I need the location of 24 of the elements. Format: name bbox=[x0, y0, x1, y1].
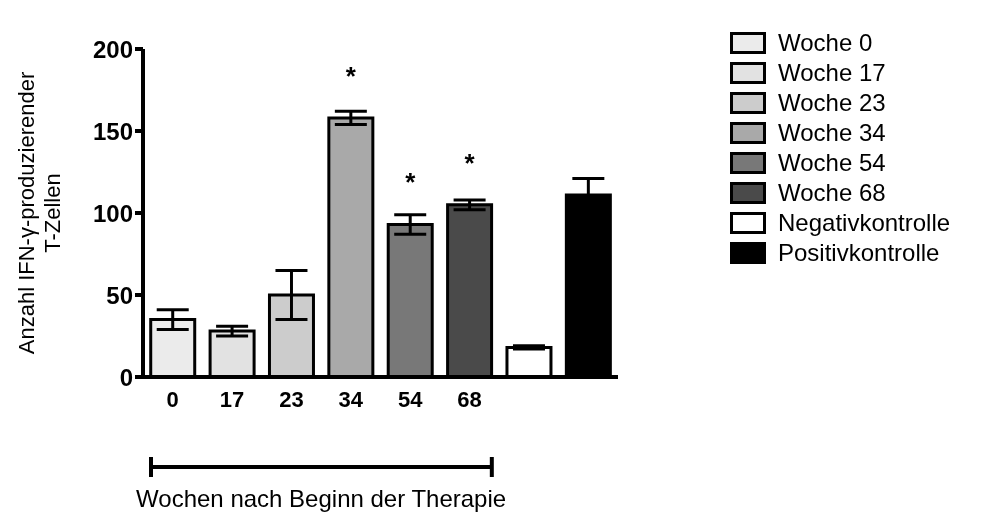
y-axis-title: Anzahl IFN-γ-produzierender T-Zellen bbox=[14, 71, 66, 355]
x-tick-label: 0 bbox=[166, 386, 179, 412]
y-tick-label: 50 bbox=[106, 281, 133, 309]
y-tick-label: 200 bbox=[92, 35, 133, 63]
legend-label: Woche 17 bbox=[778, 59, 886, 87]
annotation: * bbox=[345, 60, 357, 91]
x-tick-label: 23 bbox=[279, 386, 304, 412]
y-tick-label: 0 bbox=[119, 363, 133, 391]
legend-label: Woche 0 bbox=[778, 29, 873, 57]
legend-label: Negativkontrolle bbox=[778, 209, 951, 237]
legend-label: Woche 34 bbox=[778, 119, 886, 147]
annotation: * bbox=[464, 147, 476, 178]
x-tick-label: 54 bbox=[397, 386, 424, 412]
x-axis-title: Wochen nach Beginn der Therapie bbox=[135, 485, 508, 513]
y-tick-label: 150 bbox=[92, 117, 133, 145]
legend-label: Woche 54 bbox=[778, 149, 886, 177]
annotation: * bbox=[405, 167, 417, 198]
x-tick-label: 17 bbox=[219, 386, 245, 412]
y-tick-label: 100 bbox=[92, 199, 133, 227]
legend-label: Woche 23 bbox=[778, 89, 886, 117]
x-tick-label: 68 bbox=[457, 386, 482, 412]
legend-label: Woche 68 bbox=[778, 179, 886, 207]
x-tick-label: 34 bbox=[338, 386, 364, 412]
legend-label: Positivkontrolle bbox=[778, 239, 940, 267]
